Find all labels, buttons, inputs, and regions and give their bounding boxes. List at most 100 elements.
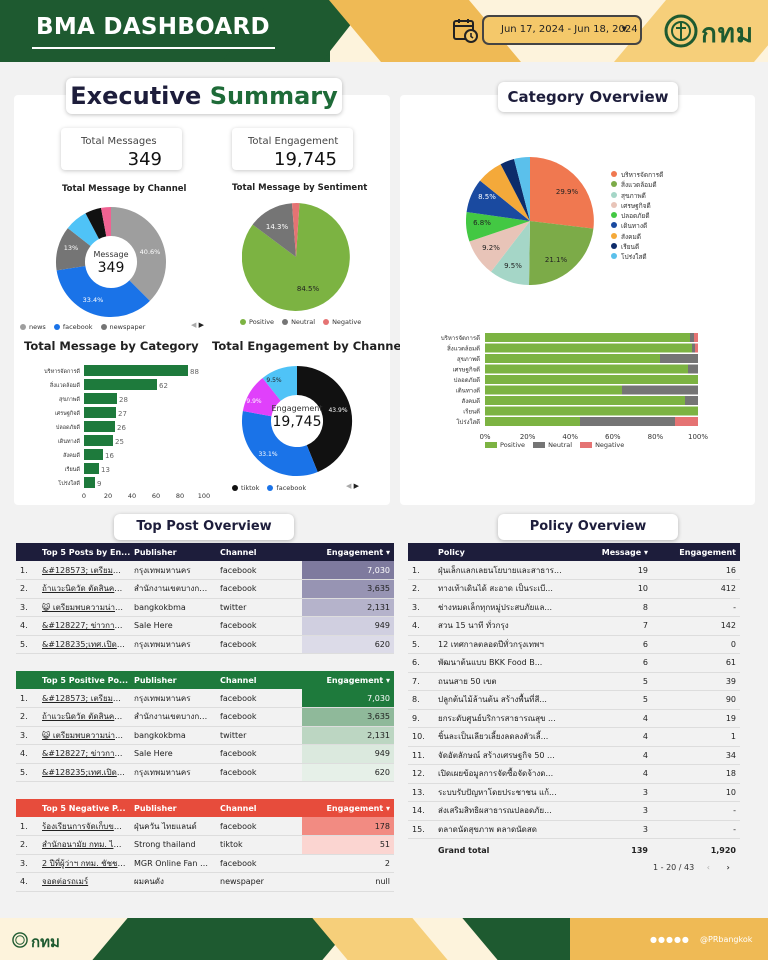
bar-value-label: 16 (105, 452, 114, 460)
x-tick-label: 60 (152, 492, 160, 500)
table-row[interactable]: 4.&#128227; ข่าวการค้าส...Sale Herefaceb… (16, 744, 394, 764)
engagement-legend: tiktok facebook (232, 484, 306, 492)
category-tick-label: ปลอดภัยดี (56, 424, 81, 431)
engagement-label-twitter: 9.5% (266, 377, 282, 384)
table-row[interactable]: 2. สำนักอนามัย กทม. ไม่มีซี... Strong thai… (16, 835, 394, 855)
bar-category (84, 365, 188, 376)
channel-legend-pager[interactable]: ◀ ▶ (191, 321, 204, 329)
message-col-header[interactable]: Message ▾ (601, 547, 648, 557)
donut-slice-other (101, 206, 111, 237)
bar-value-label: 88 (190, 368, 199, 376)
table-row[interactable]: 3. ช่างหมดเล็กทุกหมู่ประสบภัยแล... 8- (408, 598, 740, 617)
table-row[interactable]: 4.&#128227; ข่าวการค้าส...Sale Herefaceb… (16, 616, 394, 636)
table-row[interactable]: 9. ยกระดับศูนย์บริการสาธารณสุข ... 4 19 (408, 709, 740, 728)
bar-category (84, 477, 95, 488)
sentiment-label-positive: 84.5% (297, 285, 320, 293)
channel-center-label: Message (93, 250, 128, 259)
table-row[interactable]: 3.😺 เตรียมพบความน่ารักกรุ...bangkokbmatw… (16, 726, 394, 745)
date-range-value: Jun 17, 2024 - Jun 18, 2024 (501, 24, 638, 35)
pie-label: 8.5% (478, 193, 496, 201)
bma-seal-icon (12, 932, 28, 948)
pie-slice-category (491, 221, 530, 285)
bar-value-label: 26 (117, 424, 126, 432)
table-row[interactable]: 7. ถนนสาย 50 เขต 5 39 (408, 672, 740, 691)
table-row[interactable]: 2. ทางเท้าเดินได้ สะอาด เป็นระเบี... 10 412 (408, 579, 740, 599)
channel-label-news: 40.6% (140, 248, 161, 256)
engagement-center-label: Engagement (271, 404, 322, 413)
pie-label: 9.2% (482, 244, 500, 252)
sentiment-bar-legend: Positive Neutral Negative (485, 441, 624, 449)
table-row[interactable]: 10. ชิ้นละเป็นเลียวเลี้ยงลดลงตัวเลี้... 4 1 (408, 727, 740, 747)
svg-text:0%: 0% (479, 433, 490, 441)
pie-label: 21.1% (545, 256, 568, 264)
engagement-col-header[interactable]: Engagement (679, 547, 736, 557)
engagement-label-facebook: 33.1% (258, 451, 277, 458)
dashboard-title: BMA DASHBOARD (36, 14, 270, 40)
total-engagement-label: Total Engagement (248, 136, 339, 147)
table-row[interactable]: 1.&#128573; เตรียมพบความ...กรุงเทพมหานคร… (16, 561, 394, 580)
table-row[interactable]: 5. &#128235;เทศ.เปิดรับ... กรุงเทพมหานคร fa… (16, 635, 394, 654)
table-row[interactable]: 5. &#128235;เทศ.เปิดรับ... กรุงเทพมหานคร fa… (16, 763, 394, 782)
bar-category (84, 379, 157, 390)
pie-slice-category (466, 212, 530, 242)
bar-value-label: 25 (115, 438, 124, 446)
top-post-title: Top Post Overview (114, 514, 294, 540)
x-tick-label: 80 (176, 492, 184, 500)
table-row[interactable]: 8. ปลูกต้นไม้ล้านต้น สร้างพื้นที่สี... 5 90 (408, 690, 740, 710)
channel-label-newspaper: 13% (64, 244, 78, 252)
top-positive-posts-table: Top 5 Positive Po... Publisher Channel Enga… (16, 671, 394, 782)
grand-total-row: Grand total 139 1,920 (438, 846, 736, 856)
table-row[interactable]: 4. จอดต่อรถเมร์ ผมคนดัง newspaper null (16, 872, 394, 892)
sentiment-label-neutral: 14.3% (266, 223, 289, 231)
category-tick-label: สิ่งแวดล้อมดี (49, 381, 80, 389)
channel-legend: news facebook newspaper (20, 323, 145, 331)
social-icons: ●●●●● (650, 935, 690, 944)
category-tick-label: เรียนดี (65, 466, 81, 473)
table-row[interactable]: 15. ตลาดนัดสุขภาพ ตลาดนัดสด 3- (408, 820, 740, 839)
engagement-donut-chart: Engagement 19,745 43.9% 33.1% 9.9% 9.5% (241, 365, 353, 477)
category-tick-label: สุขภาพดี (59, 396, 80, 403)
table-row[interactable]: 5. 12 เทศกาลตลอดปีทั่วกรุงเทพฯ 6 0 (408, 635, 740, 654)
category-tick-label: สังคมดี (63, 452, 80, 459)
x-tick-label: 40 (128, 492, 136, 500)
total-messages-card: Total Messages 349 (61, 128, 182, 170)
svg-text:ปลอดภัยดี: ปลอดภัยดี (454, 376, 480, 384)
channel-label-facebook: 33.4% (83, 296, 104, 304)
engagement-label-instagram: 9.9% (246, 398, 262, 405)
category-tick-label: เศรษฐกิจดี (55, 410, 81, 417)
bar-category (84, 407, 116, 418)
footer-logo-text: กทม (31, 933, 60, 951)
table-row[interactable]: 13. ระบบรับปัญหาโดยประชาชน แก้... 3 10 (408, 783, 740, 802)
sentiment-chart-title: Total Message by Sentiment (232, 183, 368, 193)
table-row[interactable]: 2.ถ้าแวะนิดวัด ตัดสินคลองอ้อย...สำนักงาน… (16, 579, 394, 599)
policy-overview-title: Policy Overview (498, 514, 678, 540)
engagement-legend-pager[interactable]: ◀ ▶ (346, 482, 359, 490)
date-range-picker[interactable]: Jun 17, 2024 - Jun 18, 2024 ▼ (482, 15, 642, 45)
total-messages-label: Total Messages (81, 136, 157, 147)
table-row[interactable]: 6. พัฒนาต้นแบบ BKK Food B... 6 61 (408, 653, 740, 673)
next-page-icon[interactable]: › (726, 863, 730, 872)
table-row[interactable]: 2.ถ้าแวะนิดวัด ตัดสินคลองอ้อย...สำนักงาน… (16, 707, 394, 727)
table-row[interactable]: 1. ฝุ่นเล็กแลกเลยนโยบายและสาธาร... 19 16 (408, 561, 740, 580)
svg-text:20%: 20% (520, 433, 536, 441)
bar-value-label: 9 (97, 480, 101, 488)
table-row[interactable]: 1. &#128573; เตรียมพบ... กรุงเทพมหานคร face… (16, 689, 394, 708)
donut-slice-twitter (262, 365, 297, 401)
table-row[interactable]: 3.😺 เตรียมพบความน่ารักกรุ...bangkokbmatw… (16, 598, 394, 617)
bar-value-label: 27 (118, 410, 127, 418)
top-negative-posts-table: Top 5 Negative P... Publisher Channel Engag… (16, 799, 394, 892)
table-row[interactable]: 1. ร้องเรียนการจัดเก็บขยะส่ง... ฝุ่นควัน ไ… (16, 817, 394, 836)
donut-slice-tiktok (297, 365, 353, 472)
policy-col-header[interactable]: Policy (438, 547, 465, 557)
pie-slice-category (480, 164, 530, 221)
table-row[interactable]: 3. 2 ปีที่ผู้ว่าฯ กทม. ชัชชาติ... MGR Onli… (16, 854, 394, 873)
svg-text:บริหารจัดการดี: บริหารจัดการดี (441, 334, 480, 342)
table-row[interactable]: 11. จัดอัตลักษณ์ สร้างเศรษฐกิจ 50 ... 4 34 (408, 746, 740, 765)
prev-page-icon[interactable]: ‹ (706, 863, 710, 872)
table-row[interactable]: 12. เปิดเผยข้อมูลการจัดซื้อจัดจ้างด... 4 18 (408, 764, 740, 784)
bar-value-label: 13 (101, 466, 110, 474)
x-tick-label: 20 (104, 492, 112, 500)
table-row[interactable]: 14. ส่งเสริมสิทธิผสาธารณปลอดภัย... 3- (408, 801, 740, 821)
category-overview-panel (400, 95, 755, 505)
table-row[interactable]: 4. สวน 15 นาที ทั่วกรุง 7 142 (408, 616, 740, 636)
